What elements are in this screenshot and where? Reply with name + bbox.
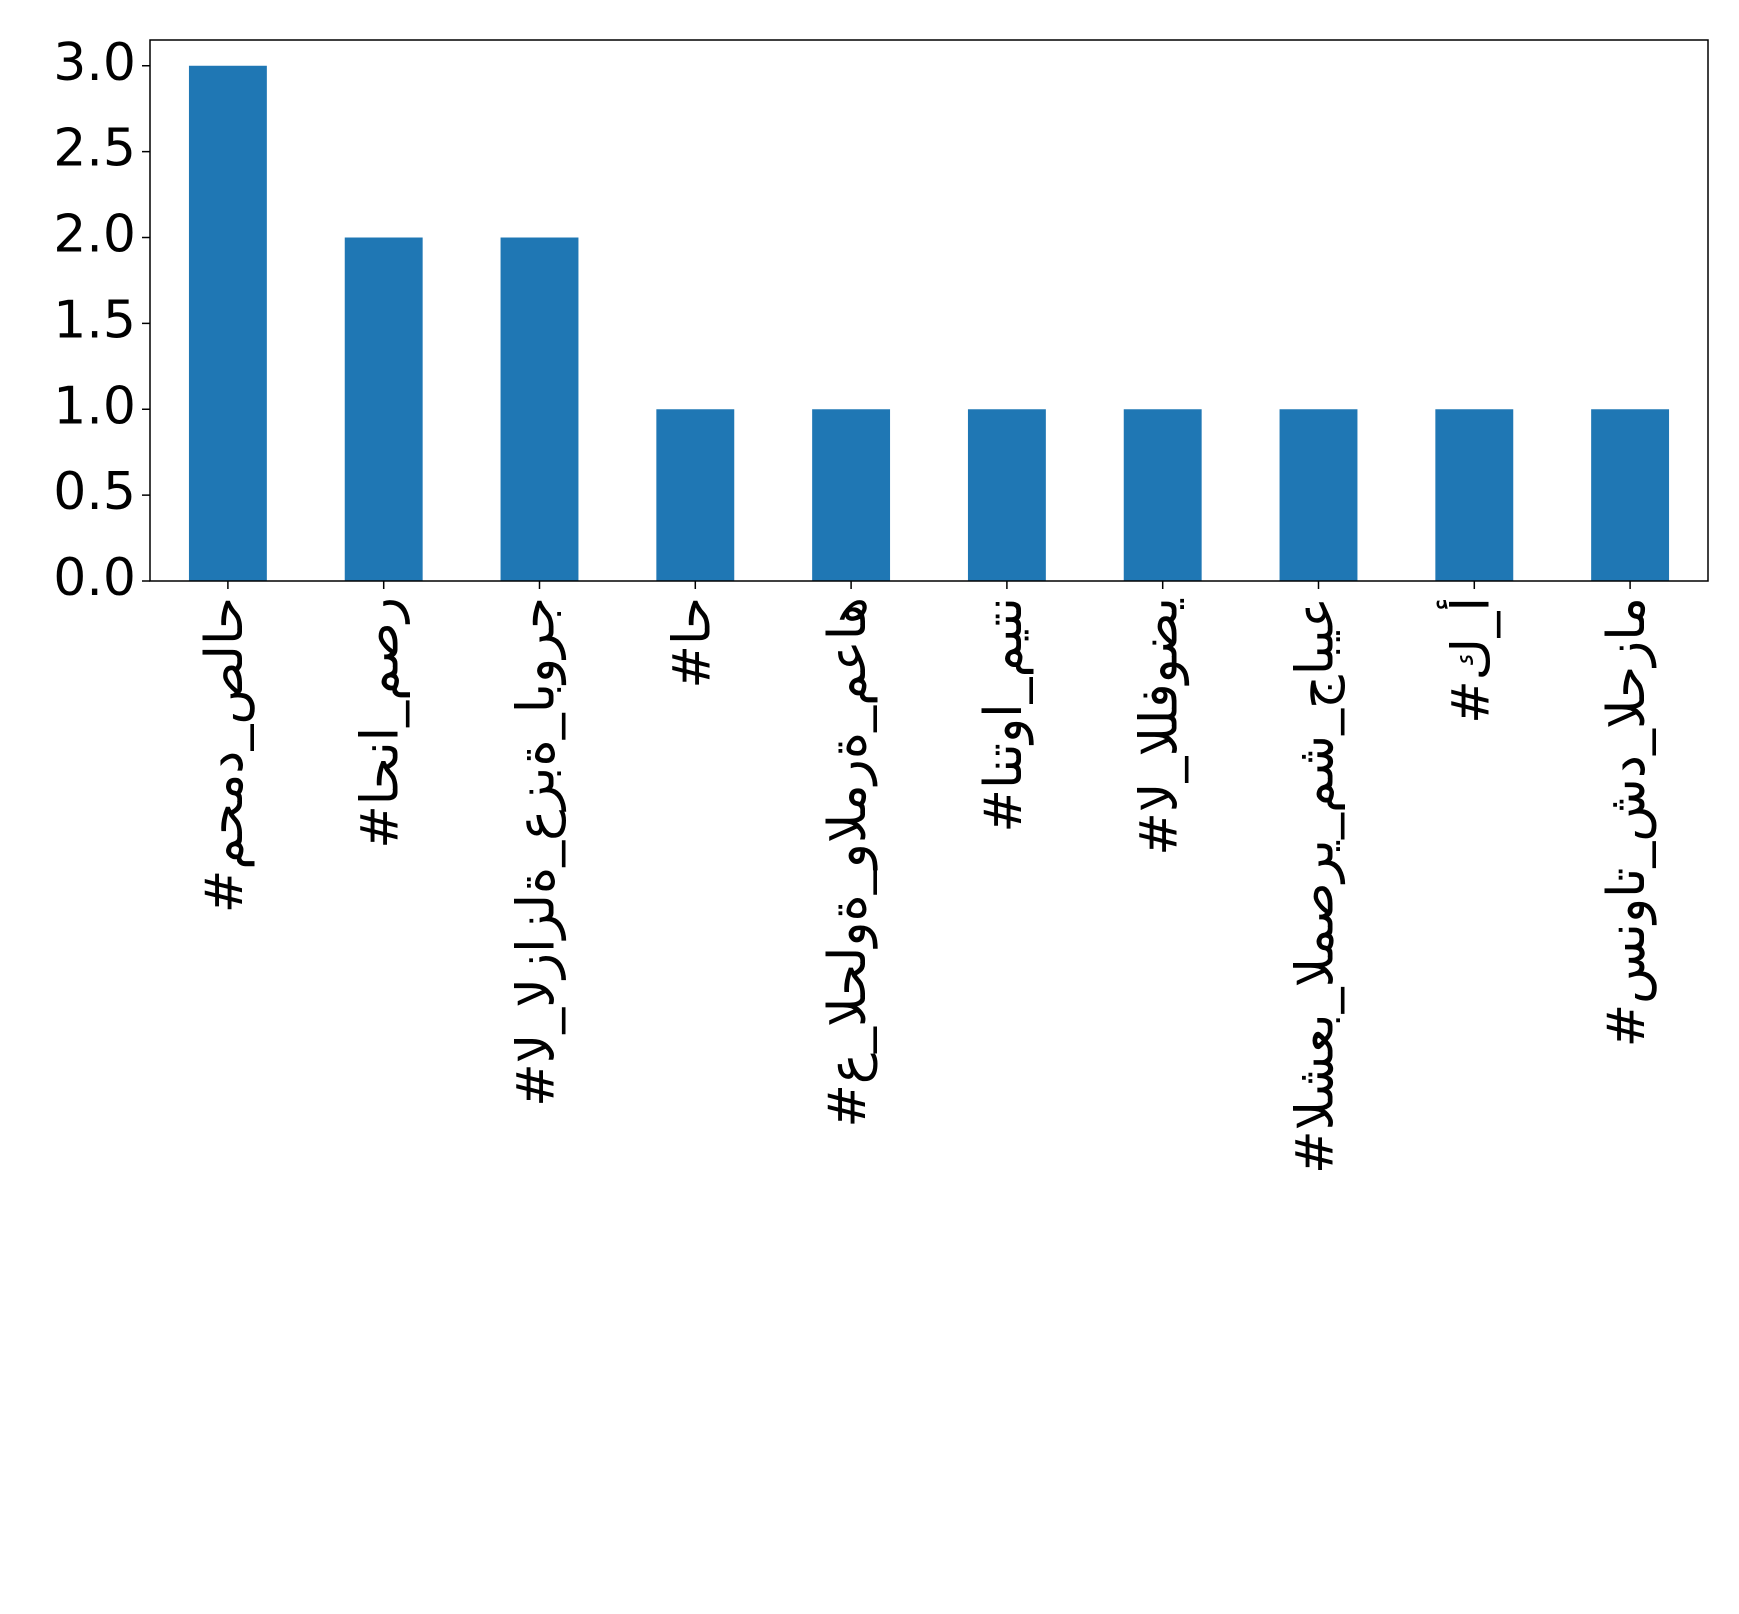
bar bbox=[344, 237, 423, 581]
bar bbox=[1591, 409, 1670, 581]
y-tick-label: 3.0 bbox=[53, 33, 136, 93]
y-tick-label: 0.5 bbox=[53, 462, 136, 522]
x-tick-label: #احنا_مصر bbox=[351, 597, 411, 849]
x-tick-label: #ال_اللفوضي bbox=[1130, 597, 1190, 856]
plot-frame bbox=[149, 39, 1709, 582]
bar bbox=[1123, 409, 1202, 581]
x-tick-label: #الشعب_المصري_مش_جابيع bbox=[1286, 597, 1346, 1174]
bar bbox=[1435, 409, 1514, 581]
x-tick-label: #ال_الزازلة_عزبة_ابورج bbox=[507, 597, 567, 1107]
y-tick-label: 1.5 bbox=[53, 290, 136, 350]
x-tick-label: #انتوا_ميتن bbox=[974, 597, 1034, 833]
x-tick-label: #ع_الحلوة_والمرة_معاه bbox=[818, 597, 878, 1128]
x-tick-label: #ك_أ bbox=[1436, 597, 1501, 724]
bar bbox=[967, 409, 1046, 581]
y-tick-label: 2.5 bbox=[53, 119, 136, 179]
y-tick-label: 0.0 bbox=[53, 548, 136, 608]
x-tick-label: #اح bbox=[662, 597, 722, 689]
bar bbox=[500, 237, 579, 581]
bar bbox=[656, 409, 735, 581]
x-tick-label: #محمد_صلاح bbox=[195, 597, 255, 913]
y-tick-label: 1.0 bbox=[53, 376, 136, 436]
bar bbox=[188, 65, 267, 581]
bar bbox=[812, 409, 891, 581]
x-tick-label: #سنوات_شد_الحزام bbox=[1597, 597, 1657, 1047]
y-tick-label: 2.0 bbox=[53, 205, 136, 265]
bar bbox=[1279, 409, 1358, 581]
